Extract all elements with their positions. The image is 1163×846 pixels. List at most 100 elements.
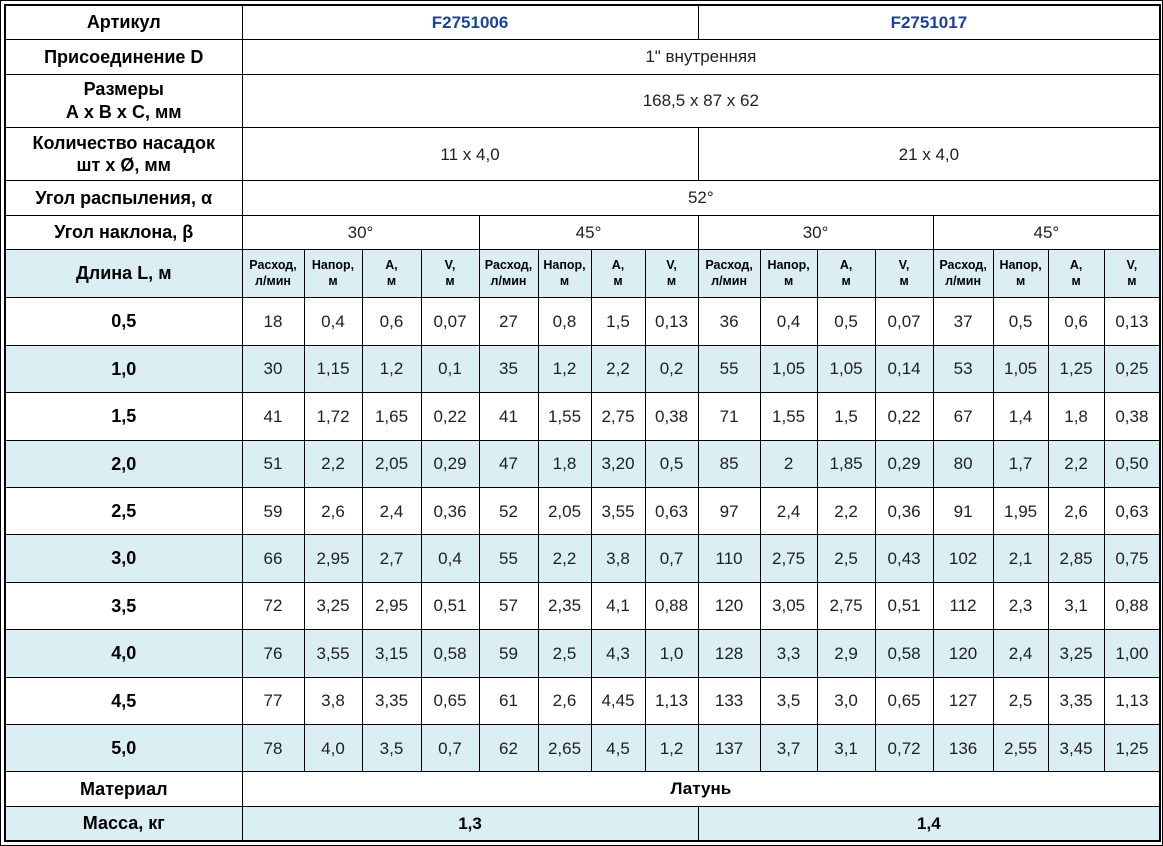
data-cell: 0,43 xyxy=(874,534,934,583)
data-cell: 120 xyxy=(697,581,761,631)
data-cell: 2,95 xyxy=(361,581,422,631)
data-cell: 59 xyxy=(478,629,539,678)
data-cell: 3,15 xyxy=(361,629,422,678)
nozzles-value-left: 11 х 4,0 xyxy=(241,126,699,182)
flow-data-rows: 0,5 18 0,4 0,6 0,07 27 0,8 1,5 0,13 36 0,4 0,5 0,07 3… xyxy=(4,297,1161,773)
data-cell: 2,65 xyxy=(537,723,592,773)
data-cell: 0,88 xyxy=(644,581,699,631)
flow-subheader-line2: л/мин xyxy=(711,273,748,288)
flow-subheader-cell: Напор, м xyxy=(537,248,592,299)
flow-subheader-cell: Напор, м xyxy=(992,248,1049,299)
data-cell: 0,38 xyxy=(1103,392,1161,441)
data-cell: 0,4 xyxy=(303,297,363,346)
data-cell: 4,1 xyxy=(590,581,646,631)
data-cell: 1,13 xyxy=(644,676,699,725)
length-cell: 1,5 xyxy=(4,392,243,441)
article-value-right: F2751017 xyxy=(697,4,1161,41)
mass-value-right: 1,4 xyxy=(697,805,1161,842)
data-cell: 1,00 xyxy=(1103,629,1161,678)
data-cell: 1,13 xyxy=(1103,676,1161,725)
data-cell: 18 xyxy=(241,297,305,346)
flow-subheader-cell: А, м xyxy=(590,248,646,299)
data-cell: 2,6 xyxy=(303,486,363,536)
data-cell: 3,1 xyxy=(816,723,876,773)
article-label: Артикул xyxy=(4,4,243,41)
data-cell: 0,22 xyxy=(420,392,480,441)
data-cell: 37 xyxy=(932,297,994,346)
data-cell: 0,5 xyxy=(816,297,876,346)
data-cell: 57 xyxy=(478,581,539,631)
data-cell: 0,25 xyxy=(1103,344,1161,394)
tilt-angle-value-4: 45° xyxy=(932,214,1161,251)
data-cell: 76 xyxy=(241,629,305,678)
flow-subheader-line2: м xyxy=(841,273,851,288)
flow-subheader-cell: Напор, м xyxy=(303,248,363,299)
flow-subheader-line1: А, xyxy=(611,258,625,273)
data-cell: 1,0 xyxy=(644,629,699,678)
data-cell: 2,85 xyxy=(1047,534,1105,583)
material-label: Материал xyxy=(4,771,243,807)
length-cell: 3,0 xyxy=(4,534,243,583)
data-cell: 2,4 xyxy=(992,629,1049,678)
data-cell: 2,75 xyxy=(816,581,876,631)
data-cell: 0,5 xyxy=(644,439,699,489)
data-cell: 0,58 xyxy=(420,629,480,678)
data-cell: 0,22 xyxy=(874,392,934,441)
data-cell: 0,07 xyxy=(874,297,934,346)
flow-subheader-cell: А, м xyxy=(361,248,422,299)
data-cell: 0,14 xyxy=(874,344,934,394)
data-cell: 0,38 xyxy=(644,392,699,441)
data-cell: 1,2 xyxy=(644,723,699,773)
flow-subheader-line1: А, xyxy=(385,258,398,273)
data-cell: 35 xyxy=(478,344,539,394)
data-cell: 0,63 xyxy=(1103,486,1161,536)
flow-subheader-line2: м xyxy=(1127,273,1137,288)
flow-subheader-cell: V, м xyxy=(1103,248,1161,299)
spec-foot-rows: Материал Латунь Масса, кг 1,3 1,4 xyxy=(4,771,1161,842)
data-cell: 2,75 xyxy=(759,534,818,583)
data-cell: 0,51 xyxy=(420,581,480,631)
data-cell: 2,55 xyxy=(992,723,1049,773)
length-cell: 0,5 xyxy=(4,297,243,346)
connection-value: 1" внутренняя xyxy=(241,39,1161,75)
flow-subheader-line1: V, xyxy=(1126,258,1138,273)
data-cell: 59 xyxy=(241,486,305,536)
flow-subheader-line2: л/мин xyxy=(490,273,527,288)
length-cell: 3,5 xyxy=(4,581,243,631)
table-row-tilt-angle: Угол наклона, β 30° 45° 30° 45° xyxy=(4,214,1161,251)
flow-subheader-cell: А, м xyxy=(816,248,876,299)
table-row: 5,0 78 4,0 3,5 0,7 62 2,65 4,5 1,2 137 3,7 3,1 0,72 1… xyxy=(4,723,1161,773)
data-cell: 0,8 xyxy=(537,297,592,346)
flow-subheader-line1: Расход, xyxy=(939,258,987,273)
data-cell: 4,45 xyxy=(590,676,646,725)
data-cell: 4,3 xyxy=(590,629,646,678)
data-cell: 0,65 xyxy=(420,676,480,725)
dimensions-label-line2: А х В х С, мм xyxy=(65,101,182,122)
dimensions-label: Размеры А х В х С, мм xyxy=(4,73,243,129)
mass-label: Масса, кг xyxy=(4,805,243,842)
data-cell: 1,72 xyxy=(303,392,363,441)
data-cell: 2,4 xyxy=(361,486,422,536)
data-cell: 55 xyxy=(478,534,539,583)
length-cell: 4,0 xyxy=(4,629,243,678)
data-cell: 0,58 xyxy=(874,629,934,678)
data-cell: 0,65 xyxy=(874,676,934,725)
data-cell: 2,5 xyxy=(816,534,876,583)
data-cell: 71 xyxy=(697,392,761,441)
data-cell: 1,4 xyxy=(992,392,1049,441)
flow-subheader-line2: л/мин xyxy=(255,273,291,288)
flow-subheader-line1: Напор, xyxy=(999,258,1042,273)
table-row-connection: Присоединение D 1" внутренняя xyxy=(4,39,1161,75)
nozzles-label-line1: Количество насадок xyxy=(32,132,215,153)
table-row-spray-angle: Угол распыления, α 52° xyxy=(4,180,1161,216)
flow-subheader-line1: А, xyxy=(1069,258,1083,273)
nozzles-label: Количество насадок шт х Ø, мм xyxy=(4,126,243,182)
spray-angle-value: 52° xyxy=(241,180,1161,216)
tilt-angle-value-1: 30° xyxy=(241,214,480,251)
data-cell: 2,95 xyxy=(303,534,363,583)
flow-subheader-cell: V, м xyxy=(420,248,480,299)
data-cell: 3,55 xyxy=(590,486,646,536)
data-cell: 0,4 xyxy=(420,534,480,583)
data-cell: 3,3 xyxy=(759,629,818,678)
